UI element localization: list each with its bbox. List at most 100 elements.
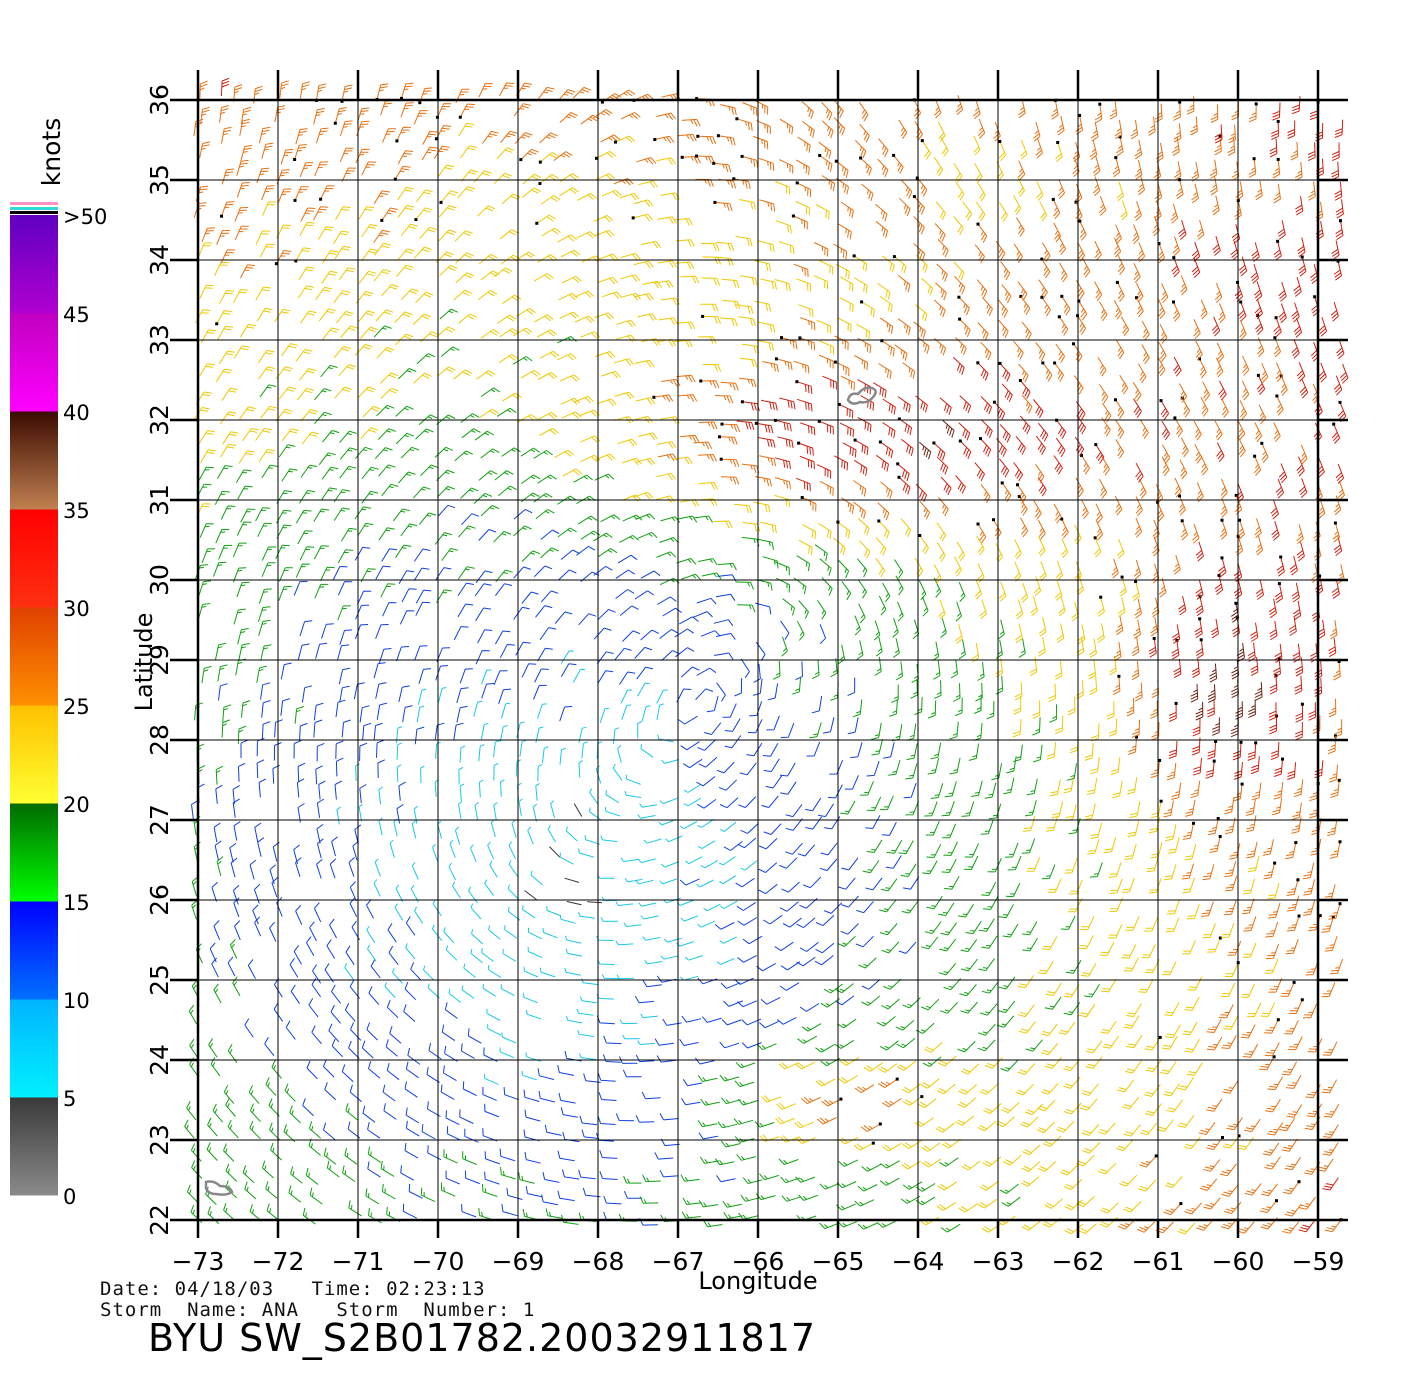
wind-barb: [1098, 1162, 1117, 1175]
wind-barb: [315, 765, 323, 785]
wind-barb: [507, 884, 520, 900]
wind-barb: [535, 509, 555, 519]
wind-barb: [441, 1024, 456, 1042]
wind-barb: [1134, 517, 1143, 538]
wind-barb: [484, 1103, 500, 1118]
wind-barb: [1056, 623, 1065, 643]
rain-flag-marker: [897, 417, 901, 421]
wind-barb: [1037, 1099, 1056, 1112]
wind-barb: [227, 1119, 239, 1139]
wind-barb: [995, 639, 1003, 660]
wind-barb: [358, 803, 363, 822]
wind-barb: [550, 800, 556, 819]
wind-barb: [1231, 101, 1240, 121]
latitude-tick-label: 23: [145, 1124, 174, 1156]
wind-barb: [957, 1097, 977, 1108]
wind-barb: [882, 1142, 902, 1152]
wind-barb: [341, 719, 351, 738]
rain-flag-marker: [1154, 1154, 1158, 1158]
wind-barb: [481, 683, 495, 699]
rain-flag-marker: [1339, 219, 1342, 223]
wind-barb: [978, 918, 995, 932]
wind-barb: [1004, 842, 1019, 858]
wind-barb: [493, 740, 500, 758]
wind-barb: [457, 186, 476, 199]
wind-barb: [635, 1054, 655, 1063]
colorbar-segment: [10, 607, 58, 706]
wind-barb: [1202, 381, 1211, 402]
wind-barb: [640, 570, 661, 579]
wind-barb: [1146, 856, 1159, 873]
wind-barb: [1288, 999, 1303, 1014]
rain-flag-marker: [1180, 519, 1184, 523]
wind-barb: [1317, 1158, 1334, 1172]
wind-barb: [1328, 637, 1337, 658]
wind-barb: [1013, 561, 1022, 582]
wind-barb: [480, 448, 500, 459]
wind-barb: [1165, 917, 1180, 933]
wind-barb: [933, 299, 946, 318]
wind-barb: [995, 658, 1003, 678]
wind-barb: [358, 206, 375, 220]
wind-barb: [253, 85, 263, 104]
wind-barb: [1045, 815, 1059, 832]
wind-barb: [367, 944, 377, 962]
wind-barb: [523, 992, 538, 1004]
wind-barb: [435, 567, 452, 581]
wind-barb: [1228, 124, 1236, 144]
wind-barb: [248, 1085, 260, 1104]
wind-barb: [457, 603, 474, 618]
wind-barb: [411, 820, 417, 839]
wind-barb: [499, 1148, 516, 1162]
wind-barb: [866, 839, 883, 853]
wind-barb: [1097, 357, 1107, 377]
wind-barb: [359, 705, 370, 723]
rain-flag-marker: [1019, 294, 1023, 298]
wind-barb: [530, 870, 543, 886]
wind-barb: [220, 443, 237, 458]
wind-barb: [1021, 1161, 1041, 1172]
wind-barb: [257, 606, 271, 622]
wind-barb: [1182, 939, 1196, 955]
wind-barb: [1184, 799, 1196, 817]
wind-barb: [1166, 1099, 1183, 1113]
wind-barb: [1184, 1038, 1201, 1053]
wind-barb: [1054, 362, 1065, 382]
wind-barb: [1212, 195, 1220, 216]
wind-barb: [1065, 960, 1082, 974]
wind-barb: [361, 490, 379, 504]
wind-barb: [902, 1181, 923, 1190]
wind-barb: [557, 1064, 575, 1076]
wind-barb: [211, 957, 219, 978]
wind-barb: [414, 645, 428, 661]
wind-barb: [464, 1170, 480, 1185]
wind-barb: [1165, 1024, 1181, 1039]
wind-barb: [865, 815, 881, 829]
wind-barb: [1232, 784, 1243, 802]
wind-barb: [737, 917, 758, 926]
land-bermuda: [846, 386, 877, 405]
wind-barb: [785, 818, 803, 831]
latitude-tick-label: 28: [145, 724, 174, 756]
wind-barb: [801, 101, 814, 120]
wind-barb: [1161, 1036, 1178, 1050]
wind-barb: [373, 662, 386, 679]
wind-barb: [721, 458, 740, 467]
wind-barb: [673, 456, 693, 465]
wind-barb: [930, 783, 944, 799]
wind-barb: [534, 565, 553, 578]
wind-barb: [1086, 778, 1098, 796]
wind-barb: [254, 916, 262, 937]
wind-barb: [1218, 380, 1227, 401]
wind-barb: [1090, 822, 1103, 839]
wind-barb: [695, 178, 714, 187]
rain-flag-marker: [701, 314, 705, 318]
wind-barb: [537, 763, 543, 782]
wind-barb: [752, 678, 763, 696]
wind-barb: [1180, 520, 1188, 541]
wind-barb: [685, 856, 703, 865]
wind-barb: [617, 554, 638, 564]
wind-barb: [721, 423, 741, 433]
wind-barb: [737, 954, 758, 963]
wind-barb: [938, 962, 957, 976]
